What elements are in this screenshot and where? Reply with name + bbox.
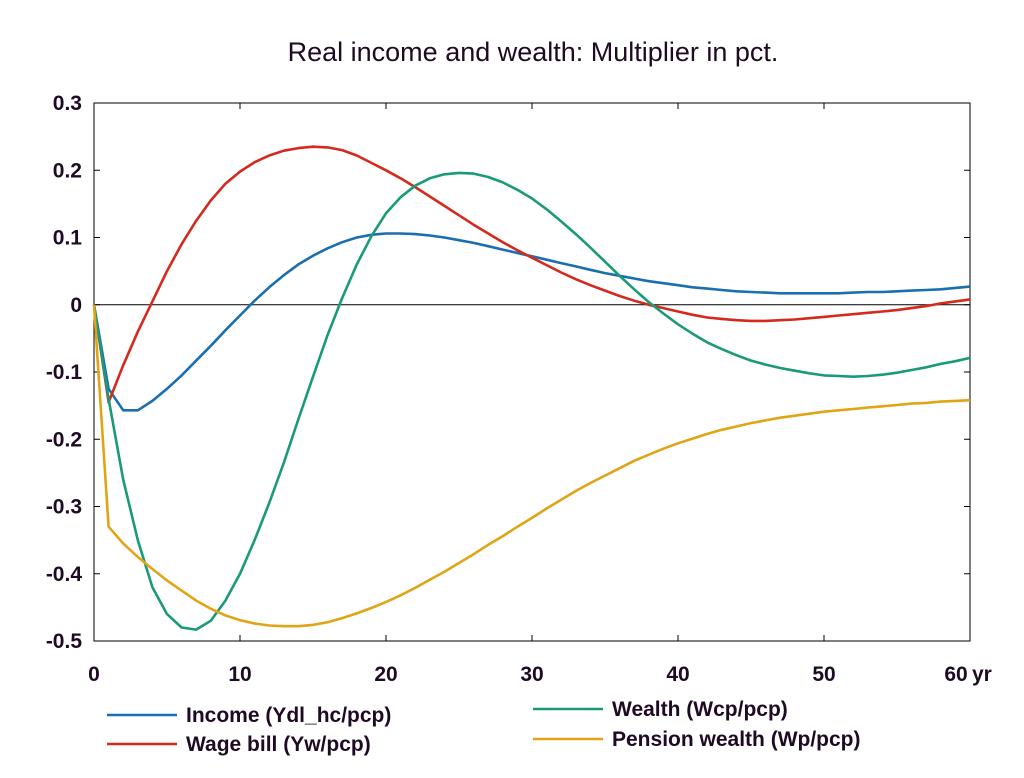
y-tick-label: 0.1 (53, 227, 83, 250)
chart-title: Real income and wealth: Multiplier in pc… (288, 37, 779, 67)
x-tick-label: 10 (228, 663, 251, 686)
y-tick-label: -0.3 (46, 496, 82, 519)
y-tick-label: -0.1 (46, 361, 83, 384)
series-line-1 (92, 232, 971, 412)
x-tick-label: 0 (88, 663, 100, 686)
y-tick-label: -0.4 (46, 563, 83, 586)
y-tick-label: -0.2 (46, 428, 82, 451)
legend: Income (Ydl_hc/pcp) Wage bill (Yw/pcp) Wea… (107, 698, 861, 756)
x-tick-label: 40 (666, 663, 689, 686)
y-tick-label: 0 (70, 294, 82, 317)
legend-label-1: Income (Ydl_hc/pcp) (186, 704, 391, 727)
y-tick-label: 0.3 (53, 92, 82, 115)
series-line-2 (92, 145, 971, 404)
legend-label-4: Pension wealth (Wp/pcp) (612, 728, 861, 751)
x-tick-label: 50 (812, 663, 835, 686)
series-line-4 (92, 304, 971, 628)
y-tick-label: -0.5 (46, 630, 83, 653)
legend-label-2: Wage bill (Yw/pcp) (186, 733, 371, 756)
plot-area: 0.30.20.10-0.1-0.2-0.3-0.4-0.50 10 20 30 40 5… (46, 92, 992, 686)
x-unit-label: yr (972, 663, 992, 686)
x-tick-label: 20 (374, 663, 397, 686)
series-line-3 (92, 171, 971, 631)
x-tick-label: 30 (520, 663, 543, 686)
legend-label-3: Wealth (Wcp/pcp) (612, 698, 788, 721)
x-tick-label: 60 (944, 663, 967, 686)
y-tick-label: 0.2 (53, 159, 82, 182)
